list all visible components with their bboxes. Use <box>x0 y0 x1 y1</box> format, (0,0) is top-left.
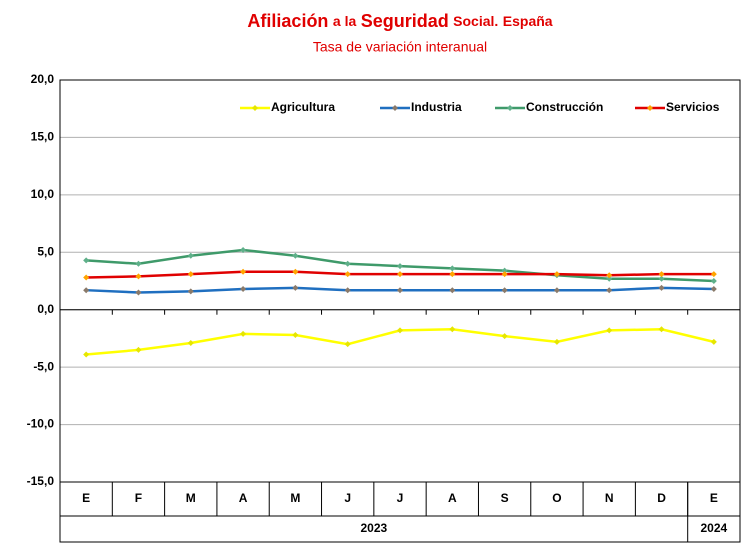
x-tick-label: A <box>239 491 248 505</box>
point-marker <box>553 338 560 345</box>
point-marker <box>292 284 299 291</box>
legend-label: Industria <box>411 100 462 114</box>
x-tick-label: O <box>552 491 561 505</box>
point-marker <box>187 271 194 278</box>
x-tick-label: A <box>448 491 457 505</box>
point-marker <box>606 272 613 279</box>
point-marker <box>240 330 247 337</box>
point-marker <box>135 260 142 267</box>
point-marker <box>501 267 508 274</box>
title-part: Afiliación <box>247 11 328 31</box>
title-part: Seguridad <box>361 11 449 31</box>
point-marker <box>292 268 299 275</box>
point-marker <box>240 246 247 253</box>
point-marker <box>187 252 194 259</box>
y-tick-label: 20,0 <box>31 72 55 86</box>
point-marker <box>449 287 456 294</box>
point-marker <box>449 271 456 278</box>
point-marker <box>397 271 403 278</box>
chart-subtitle: Tasa de variación interanual <box>313 39 487 55</box>
y-tick-label: -5,0 <box>33 359 54 373</box>
x-tick-label: F <box>135 491 142 505</box>
legend-label: Agricultura <box>271 100 335 114</box>
point-marker <box>187 288 194 295</box>
point-marker <box>344 271 351 278</box>
point-marker <box>501 333 508 340</box>
legend-marker <box>647 105 653 111</box>
chart-title: Afiliación a la Seguridad Social. España <box>247 11 552 31</box>
point-marker <box>710 286 717 293</box>
point-marker <box>397 327 403 334</box>
x-tick-label: N <box>605 491 614 505</box>
legend-marker <box>252 105 258 111</box>
point-marker <box>83 351 90 358</box>
point-marker <box>710 338 717 345</box>
point-marker <box>344 287 351 294</box>
point-marker <box>449 326 456 333</box>
x-tick-label: D <box>657 491 666 505</box>
point-marker <box>658 275 665 282</box>
point-marker <box>240 268 247 275</box>
y-tick-label: -15,0 <box>27 474 55 488</box>
y-tick-label: 10,0 <box>31 187 55 201</box>
point-marker <box>553 271 560 278</box>
legend-label: Servicios <box>666 100 720 114</box>
legend-marker <box>392 105 398 111</box>
year-label: 2023 <box>360 521 387 535</box>
title-part: Social. <box>453 13 498 29</box>
point-marker <box>292 331 299 338</box>
legend-label: Construcción <box>526 100 603 114</box>
point-marker <box>606 287 613 294</box>
x-tick-label: J <box>344 491 351 505</box>
point-marker <box>658 271 665 278</box>
point-marker <box>658 284 665 291</box>
point-marker <box>292 252 299 259</box>
point-marker <box>135 346 142 353</box>
x-tick-label: E <box>710 491 718 505</box>
point-marker <box>658 326 665 333</box>
x-tick-label: E <box>82 491 90 505</box>
point-marker <box>449 265 456 272</box>
point-marker <box>344 341 351 348</box>
y-tick-label: 5,0 <box>37 244 54 258</box>
point-marker <box>501 271 508 278</box>
y-tick-label: 15,0 <box>31 130 55 144</box>
point-marker <box>187 340 194 347</box>
x-tick-label: M <box>290 491 300 505</box>
x-tick-label: S <box>501 491 509 505</box>
y-tick-label: -10,0 <box>27 417 55 431</box>
point-marker <box>397 287 403 294</box>
point-marker <box>606 275 613 282</box>
point-marker <box>135 289 142 296</box>
point-marker <box>83 274 90 281</box>
point-marker <box>501 287 508 294</box>
point-marker <box>135 273 142 280</box>
x-tick-label: J <box>397 491 404 505</box>
point-marker <box>83 287 90 294</box>
point-marker <box>710 271 717 278</box>
plot-frame <box>59 79 741 543</box>
point-marker <box>553 287 560 294</box>
point-marker <box>397 263 403 270</box>
point-marker <box>344 260 351 267</box>
legend-marker <box>507 105 513 111</box>
y-tick-label: 0,0 <box>37 302 54 316</box>
point-marker <box>710 278 717 284</box>
title-part: España <box>503 13 553 29</box>
title-part: a la <box>333 13 357 29</box>
year-label: 2024 <box>700 521 727 535</box>
x-tick-label: M <box>186 491 196 505</box>
point-marker <box>240 286 247 293</box>
point-marker <box>606 327 613 334</box>
point-marker <box>83 257 90 264</box>
